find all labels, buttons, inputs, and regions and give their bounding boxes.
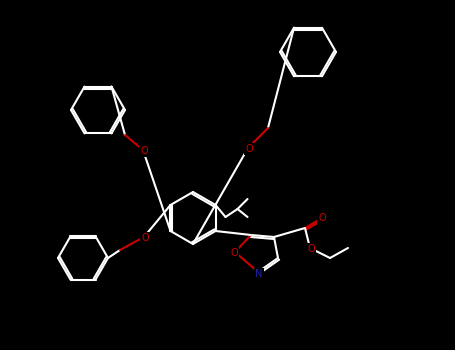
- Text: O: O: [307, 244, 315, 254]
- Text: N: N: [255, 269, 263, 279]
- Text: O: O: [141, 233, 149, 243]
- Text: O: O: [245, 144, 253, 154]
- Text: O: O: [140, 146, 148, 156]
- Text: O: O: [318, 213, 326, 223]
- Text: O: O: [230, 248, 238, 258]
